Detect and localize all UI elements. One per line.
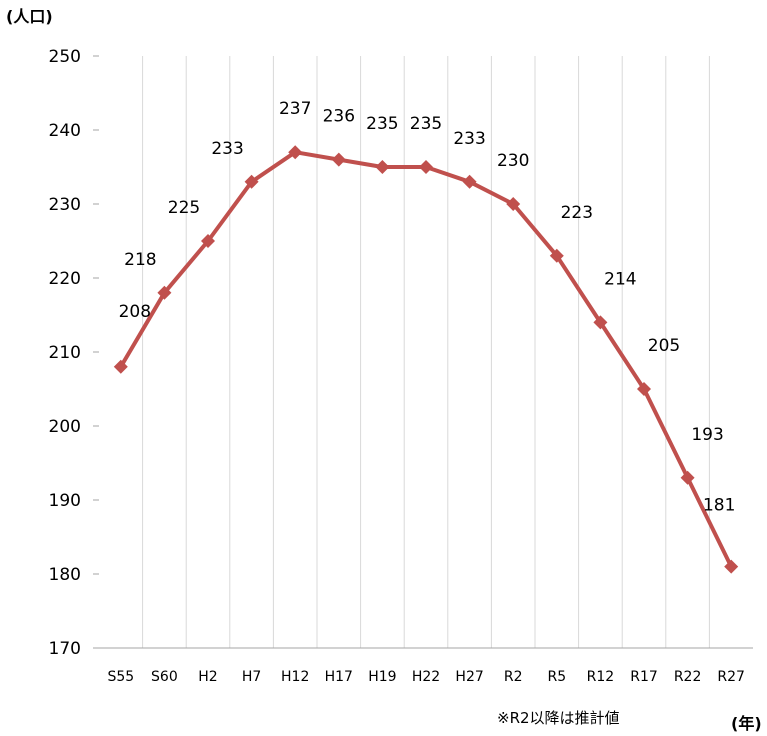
data-point-marker xyxy=(157,285,172,300)
data-label: 233 xyxy=(211,139,243,159)
x-tick-label: R17 xyxy=(630,669,658,685)
data-point-marker xyxy=(680,470,695,485)
data-label: 208 xyxy=(119,302,151,322)
data-point-marker xyxy=(549,248,564,263)
data-point-marker xyxy=(419,160,433,174)
x-tick-label: R27 xyxy=(717,669,745,685)
gridlines xyxy=(93,55,710,649)
data-point-marker xyxy=(113,359,128,374)
data-point-marker xyxy=(201,234,215,248)
x-tick-label: R2 xyxy=(504,669,523,685)
data-point-marker xyxy=(462,174,477,189)
x-tick-label: S60 xyxy=(151,669,178,685)
x-tick-label: H2 xyxy=(198,669,217,685)
x-tick-label: H7 xyxy=(242,669,261,685)
x-tick-label: H17 xyxy=(325,669,353,685)
data-point-marker xyxy=(593,315,608,330)
y-tick-label: 200 xyxy=(49,417,81,437)
x-tick-label: H19 xyxy=(368,669,396,685)
data-label: 193 xyxy=(691,425,723,445)
data-point-marker xyxy=(375,160,390,174)
x-tick-label: H12 xyxy=(281,669,309,685)
y-tick-label: 170 xyxy=(49,639,81,659)
x-tick-label: R5 xyxy=(547,669,566,685)
data-label: 237 xyxy=(279,99,311,119)
x-tick-label: H22 xyxy=(412,669,440,685)
y-tick-label: 230 xyxy=(49,195,81,215)
data-label: 233 xyxy=(453,129,485,149)
data-label: 223 xyxy=(561,203,593,223)
data-label: 230 xyxy=(497,151,529,171)
x-tick-labels: S55 S60 H2 H7 H12 H17 H19 H22 H27 R2 R5 R12 R17 R22 R2… xyxy=(107,669,745,685)
x-tick-label: S55 xyxy=(107,669,134,685)
data-label: 181 xyxy=(703,496,735,516)
x-unit-label: (年) xyxy=(731,714,762,733)
y-tick-label: 240 xyxy=(49,121,81,141)
data-label: 214 xyxy=(604,269,636,289)
data-point-marker xyxy=(288,145,303,160)
estimate-note: ※R2以降は推計値 xyxy=(497,709,620,727)
y-tick-label: 180 xyxy=(49,565,81,585)
x-tick-label: R22 xyxy=(674,669,702,685)
data-label: 218 xyxy=(124,250,156,270)
data-point-marker xyxy=(331,152,346,167)
data-label: 235 xyxy=(410,114,442,134)
data-labels: 208 218 225 233 237 236 235 235 233 230 223 214 205 1… xyxy=(119,99,736,515)
y-tick-label: 190 xyxy=(49,491,81,511)
data-point-marker xyxy=(506,197,521,211)
y-tick-label: 250 xyxy=(49,47,81,67)
data-point-marker xyxy=(724,559,739,574)
x-tick-label: H27 xyxy=(455,669,483,685)
data-label: 225 xyxy=(168,198,200,218)
data-label: 235 xyxy=(366,114,398,134)
y-unit-label: (人口) xyxy=(6,7,53,26)
data-label: 236 xyxy=(323,107,355,127)
data-point-marker xyxy=(637,382,651,396)
y-tick-labels: 170 180 190 200 210 220 230 240 250 xyxy=(49,47,81,659)
data-point-marker xyxy=(244,174,259,189)
series-line xyxy=(119,150,733,568)
y-tick-label: 220 xyxy=(49,269,81,289)
y-tick-label: 210 xyxy=(49,343,81,363)
data-label: 205 xyxy=(648,336,680,356)
x-tick-label: R12 xyxy=(587,669,615,685)
series-markers xyxy=(113,145,739,574)
